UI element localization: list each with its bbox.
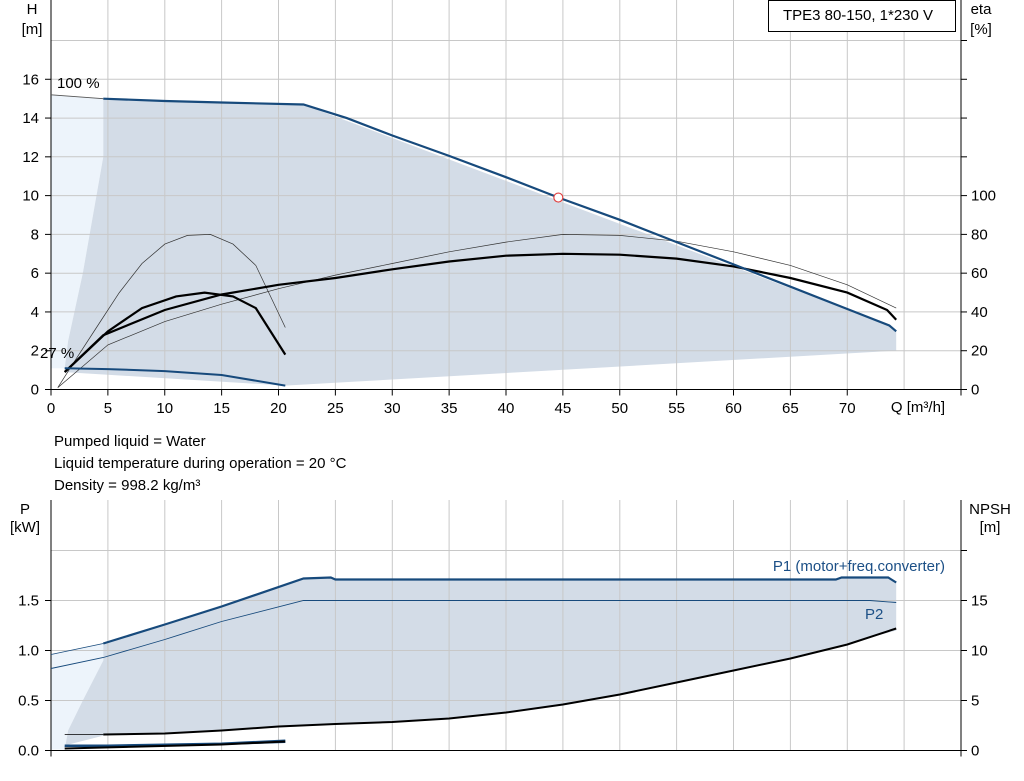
y-left-tick-label: 1.5 <box>18 593 39 610</box>
y-left-tick-label: 10 <box>22 188 39 205</box>
top-area-layer <box>51 94 897 386</box>
x-tick-label: 55 <box>668 400 685 417</box>
y-right-label-bottom: NPSH <box>969 501 1011 518</box>
x-tick-label: 10 <box>156 400 173 417</box>
y-right-tick-label: 40 <box>971 304 988 321</box>
y-right-tick-label: 10 <box>971 643 988 660</box>
y-left-tick-label: 16 <box>22 71 39 88</box>
y-left-tick-label: 1.0 <box>18 643 39 660</box>
x-tick-label: 5 <box>104 400 112 417</box>
bottom-labels: P [kW] NPSH [m] P1 (motor+freq.converter… <box>10 501 1011 623</box>
eta-min-curve <box>63 291 287 373</box>
y-right-tick-label: 5 <box>971 693 979 710</box>
top-axis-ticks: 0 2 4 6 8 10 12 14 16 0 20 40 60 80 100 0 5 10 15 20 25 30 35 4… <box>22 40 996 417</box>
y-left-label-top: H <box>27 1 38 18</box>
p1-extension <box>50 643 104 655</box>
x-tick-label: 50 <box>611 400 628 417</box>
top-labels: H [m] eta [%] Q [m³/h] 100 % 27 % <box>22 1 993 416</box>
y-left-label-bottom: P <box>20 501 30 518</box>
power-range-area <box>64 578 897 750</box>
y-left-tick-label: 0 <box>31 382 39 399</box>
chart-title: TPE3 80-150, 1*230 V <box>783 7 933 24</box>
y-left-tick-label: 12 <box>22 149 39 166</box>
top-curve-layer <box>50 94 898 388</box>
series-label-p1: P1 (motor+freq.converter) <box>773 558 945 575</box>
x-tick-label: 40 <box>498 400 515 417</box>
head-min-curve <box>64 367 286 387</box>
bottom-curve-layer <box>50 576 897 750</box>
chart-title-box: TPE3 80-150, 1*230 V <box>768 0 956 32</box>
y-right-tick-label: 0 <box>971 743 979 760</box>
condition-liquid-temperature: Liquid temperature during operation = 20… <box>54 455 347 472</box>
x-tick-label: 65 <box>782 400 799 417</box>
condition-pumped-liquid: Pumped liquid = Water <box>54 433 206 450</box>
bottom-area-layer <box>51 578 897 750</box>
y-left-tick-label: 0.0 <box>18 743 39 760</box>
head-efficiency-chart: 0 2 4 6 8 10 12 14 16 0 20 40 60 80 100 0 5 10 15 20 25 30 35 4… <box>22 0 996 417</box>
y-right-label-top: eta <box>971 1 993 18</box>
y-right-tick-label: 20 <box>971 343 988 360</box>
y-left-tick-label: 0.5 <box>18 693 39 710</box>
bottom-grid <box>50 500 962 757</box>
eta-min-thin-curve <box>57 234 286 388</box>
annotation-27-percent: 27 % <box>40 345 74 362</box>
power-npsh-chart: 0.0 0.5 1.0 1.5 0 5 10 15 P [kW] NPSH [m] P1 (m… <box>10 500 1011 760</box>
series-label-p2: P2 <box>865 606 883 623</box>
x-tick-label: 20 <box>270 400 287 417</box>
low-speed-power-region <box>51 643 104 750</box>
x-axis-label: Q [m³/h] <box>891 399 945 416</box>
operating-range-area <box>64 98 897 386</box>
bottom-axis-ticks: 0.0 0.5 1.0 1.5 0 5 10 15 <box>18 550 988 760</box>
duty-point-marker[interactable] <box>553 192 564 203</box>
x-tick-label: 60 <box>725 400 742 417</box>
x-tick-label: 25 <box>327 400 344 417</box>
y-right-tick-label: 80 <box>971 226 988 243</box>
x-tick-label: 0 <box>47 400 55 417</box>
y-left-tick-label: 2 <box>31 343 39 360</box>
top-grid <box>50 0 962 396</box>
npsh-min-speed-curve <box>64 740 286 750</box>
x-tick-label: 15 <box>213 400 230 417</box>
condition-density: Density = 998.2 kg/m³ <box>54 477 200 494</box>
head-max-curve <box>103 97 897 333</box>
y-left-tick-label: 6 <box>31 265 39 282</box>
p2-curve <box>50 600 897 669</box>
npsh-curve <box>103 627 897 736</box>
x-tick-label: 70 <box>839 400 856 417</box>
y-right-unit-bottom: [m] <box>980 519 1001 536</box>
y-right-tick-label: 100 <box>971 188 996 205</box>
p1-curve <box>102 576 897 645</box>
y-left-unit-bottom: [kW] <box>10 519 40 536</box>
head-max-extension <box>50 94 104 100</box>
y-right-tick-label: 15 <box>971 593 988 610</box>
x-tick-label: 45 <box>555 400 572 417</box>
y-left-tick-label: 4 <box>31 304 39 321</box>
low-speed-region <box>51 94 104 369</box>
y-left-unit-top: [m] <box>22 21 43 38</box>
eta-max-thin-curve <box>57 234 897 388</box>
operating-conditions: Pumped liquid = Water Liquid temperature… <box>54 433 347 494</box>
x-tick-label: 30 <box>384 400 401 417</box>
y-right-tick-label: 60 <box>971 265 988 282</box>
annotation-100-percent: 100 % <box>57 75 100 92</box>
y-left-tick-label: 14 <box>22 110 39 127</box>
y-right-tick-label: 0 <box>971 382 979 399</box>
x-tick-label: 35 <box>441 400 458 417</box>
y-left-tick-label: 8 <box>31 226 39 243</box>
y-right-unit-top: [%] <box>970 21 992 38</box>
eta-max-curve <box>63 252 898 373</box>
